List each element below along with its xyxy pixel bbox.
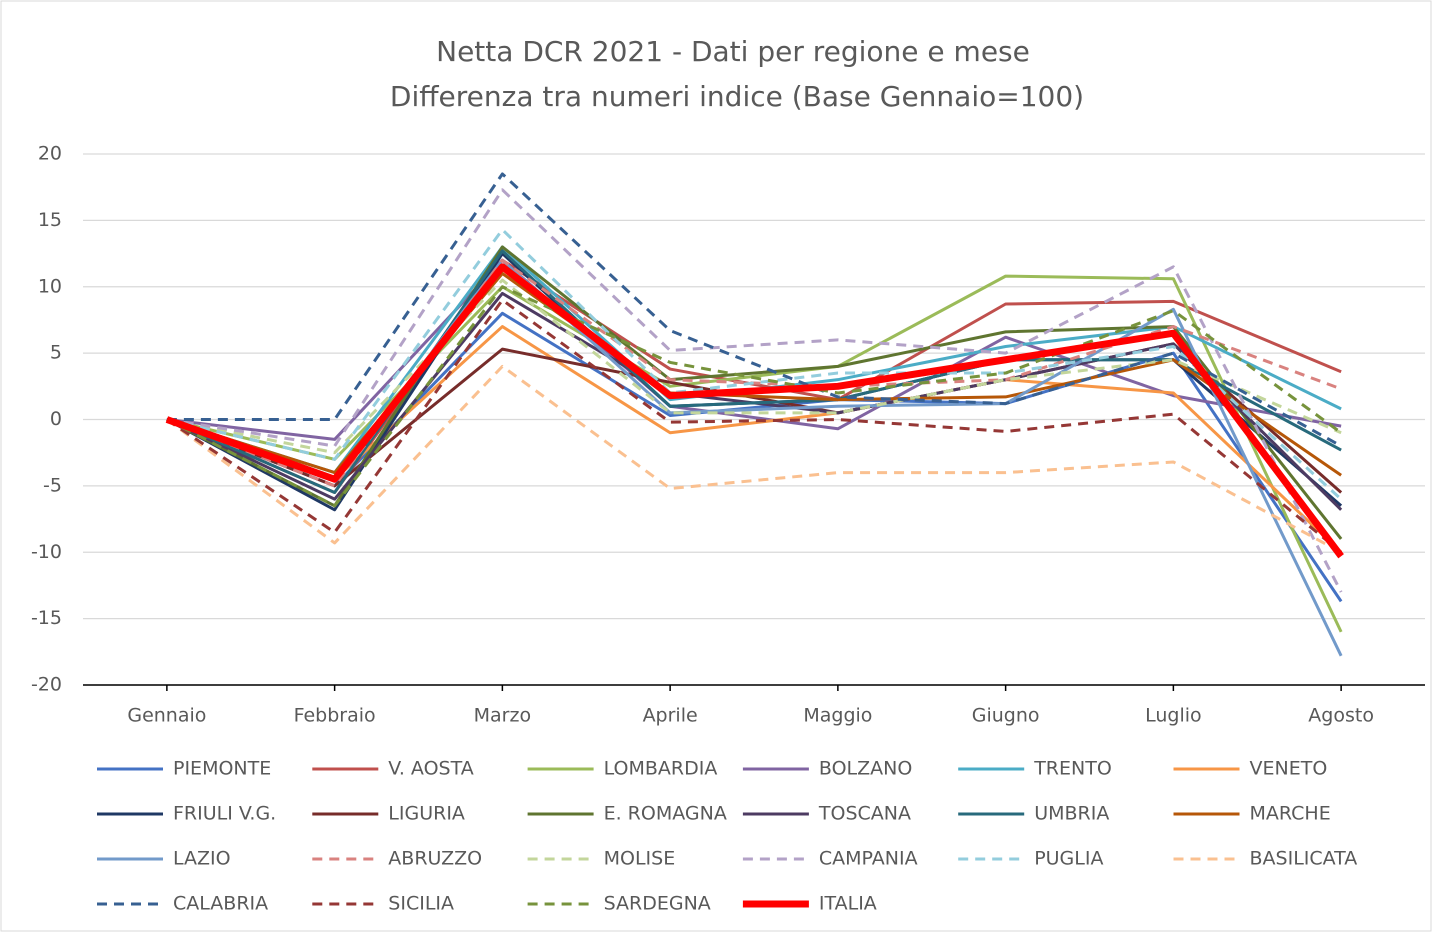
series-line: [166, 285, 1343, 508]
legend-label: FRIULI V.G.: [173, 803, 276, 825]
series-line: [166, 258, 1342, 441]
legend-label: BOLZANO: [819, 758, 912, 780]
y-tick-label: 0: [50, 408, 62, 430]
x-tick-label: Giugno: [972, 705, 1040, 727]
legend-label: CALABRIA: [173, 893, 268, 915]
legend-label: UMBRIA: [1034, 803, 1109, 825]
series-line: [166, 311, 1343, 603]
legend-label: SARDEGNA: [604, 893, 711, 915]
legend-label: TRENTO: [1033, 758, 1112, 780]
y-tick-label: -10: [31, 541, 62, 563]
y-tick-label: 15: [38, 209, 62, 231]
series-line: [166, 249, 1342, 495]
chart-subtitle: Differenza tra numeri indice (Base Genna…: [390, 80, 1084, 113]
x-tick-label: Luglio: [1145, 705, 1202, 727]
legend-label: PUGLIA: [1034, 848, 1103, 870]
x-tick-label: Marzo: [474, 705, 531, 727]
y-tick-label: 20: [38, 143, 62, 165]
series-line: [165, 263, 1344, 559]
y-tick-label: -5: [43, 474, 62, 496]
legend-label: LAZIO: [173, 848, 231, 870]
series-line: [166, 278, 1342, 455]
legend-label: SICILIA: [388, 893, 454, 915]
legend-label: CAMPANIA: [819, 848, 918, 870]
legend-label: PIEMONTE: [173, 758, 271, 780]
legend-label: ABRUZZO: [388, 848, 482, 870]
legend-label: VENETO: [1250, 758, 1328, 780]
y-tick-label: 10: [38, 275, 62, 297]
legend-label: V. AOSTA: [388, 758, 473, 780]
chart-title: Netta DCR 2021 - Dati per regione e mese: [436, 35, 1030, 68]
x-tick-label: Febbraio: [294, 705, 376, 727]
x-tick-label: Aprile: [643, 705, 698, 727]
legend-label: E. ROMAGNA: [604, 803, 727, 825]
legend-label: ITALIA: [819, 893, 877, 915]
series-line: [166, 172, 1342, 448]
legend-label: MOLISE: [604, 848, 676, 870]
legend-label: BASILICATA: [1250, 848, 1358, 870]
legend-label: TOSCANA: [818, 803, 911, 825]
x-tick-label: Gennaio: [127, 705, 206, 727]
x-tick-label: Maggio: [803, 705, 872, 727]
y-tick-label: -15: [31, 607, 62, 629]
legend-label: MARCHE: [1250, 803, 1331, 825]
y-tick-label: 5: [50, 342, 62, 364]
legend-label: LOMBARDIA: [604, 758, 718, 780]
x-tick-label: Agosto: [1308, 705, 1374, 727]
y-tick-label: -20: [31, 674, 62, 696]
legend-label: LIGURIA: [388, 803, 465, 825]
